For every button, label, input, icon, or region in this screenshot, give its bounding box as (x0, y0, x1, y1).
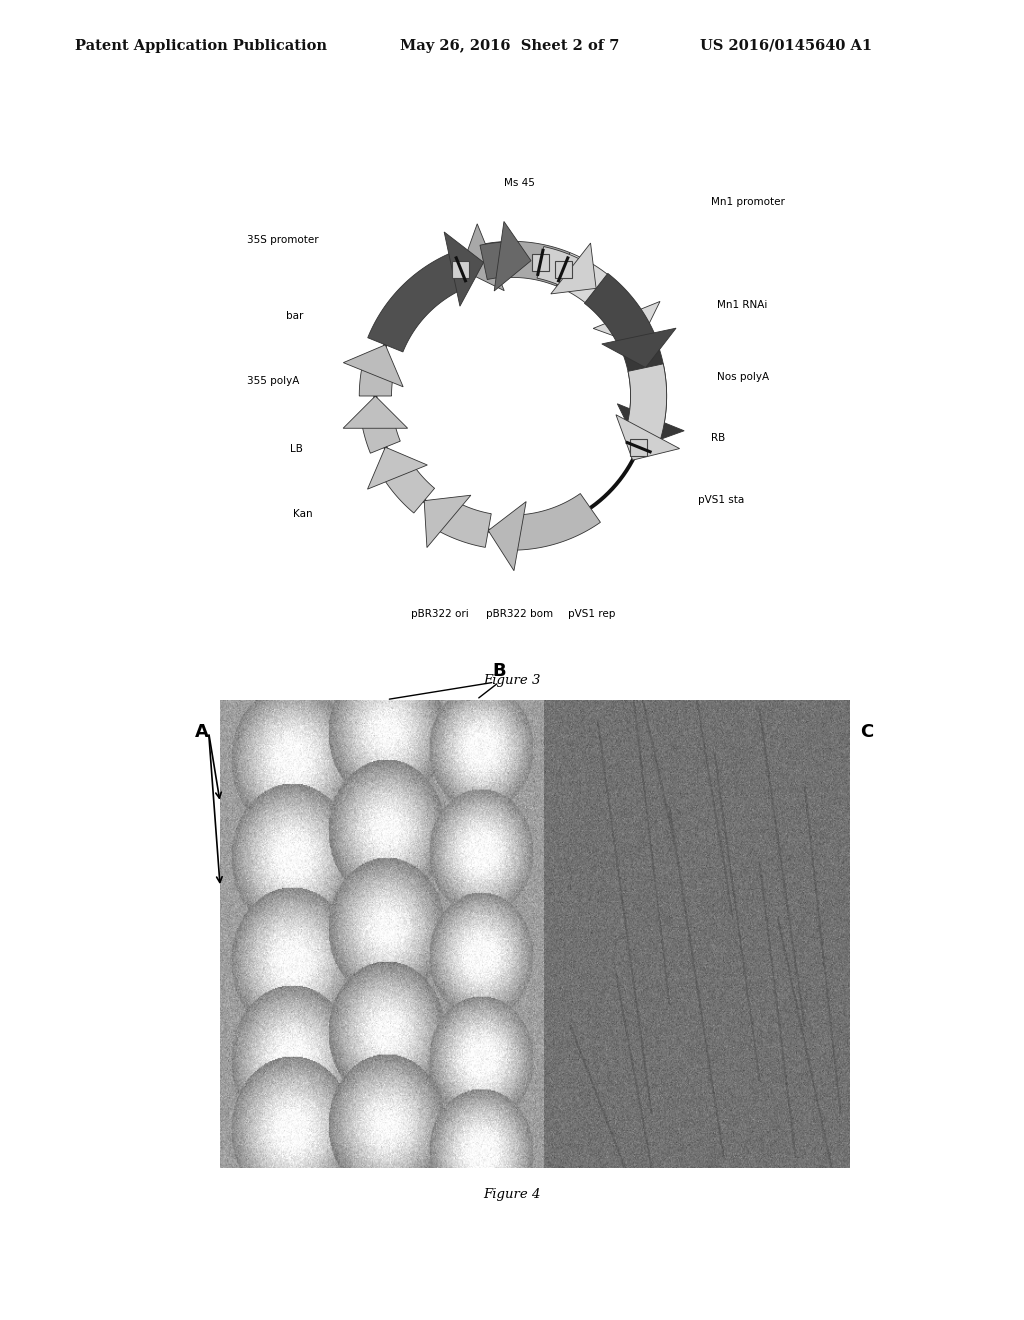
Text: Figure 3: Figure 3 (483, 675, 541, 688)
Text: A: A (195, 723, 209, 741)
Text: pBR322 bom: pBR322 bom (486, 610, 553, 619)
Text: 35S promoter: 35S promoter (247, 235, 318, 246)
Polygon shape (509, 494, 600, 550)
Bar (555, 261, 571, 279)
Text: pVS1 sta: pVS1 sta (698, 495, 744, 506)
Polygon shape (593, 301, 660, 345)
Text: LB: LB (291, 444, 303, 454)
Polygon shape (368, 447, 427, 490)
Text: 355 polyA: 355 polyA (247, 376, 299, 385)
Polygon shape (556, 252, 644, 335)
Polygon shape (585, 273, 657, 354)
Polygon shape (424, 495, 471, 548)
Text: Nos polyA: Nos polyA (717, 372, 769, 381)
Text: Patent Application Publication: Patent Application Publication (75, 38, 327, 53)
Polygon shape (625, 364, 667, 446)
Polygon shape (444, 232, 483, 306)
Text: bar: bar (286, 312, 303, 321)
Polygon shape (343, 396, 408, 428)
Text: pBR322 ori: pBR322 ori (411, 610, 469, 619)
Bar (630, 438, 647, 455)
Polygon shape (537, 247, 586, 290)
Polygon shape (433, 499, 492, 548)
Polygon shape (368, 251, 470, 352)
Polygon shape (551, 243, 596, 294)
Text: C: C (860, 723, 873, 741)
Text: Mn1 promoter: Mn1 promoter (712, 198, 785, 207)
Polygon shape (461, 224, 504, 290)
Text: Mn1 RNAi: Mn1 RNAi (717, 300, 767, 310)
Polygon shape (617, 404, 684, 447)
Polygon shape (480, 242, 510, 280)
Bar (453, 261, 469, 279)
Polygon shape (343, 345, 403, 387)
Polygon shape (622, 338, 667, 430)
Text: Ms 45: Ms 45 (504, 178, 535, 189)
Polygon shape (381, 458, 434, 513)
Text: May 26, 2016  Sheet 2 of 7: May 26, 2016 Sheet 2 of 7 (400, 38, 620, 53)
Polygon shape (602, 329, 676, 367)
Text: US 2016/0145640 A1: US 2016/0145640 A1 (700, 38, 872, 53)
Polygon shape (361, 414, 400, 453)
Polygon shape (359, 362, 394, 396)
Polygon shape (616, 414, 680, 461)
Text: pVS1 rep: pVS1 rep (568, 610, 615, 619)
Polygon shape (477, 242, 570, 286)
Text: Figure 4: Figure 4 (483, 1188, 541, 1201)
Text: B: B (493, 661, 506, 680)
Polygon shape (495, 222, 531, 290)
Text: Kan: Kan (293, 508, 312, 519)
Text: RB: RB (712, 433, 725, 442)
Polygon shape (488, 502, 526, 570)
Bar (531, 253, 549, 271)
